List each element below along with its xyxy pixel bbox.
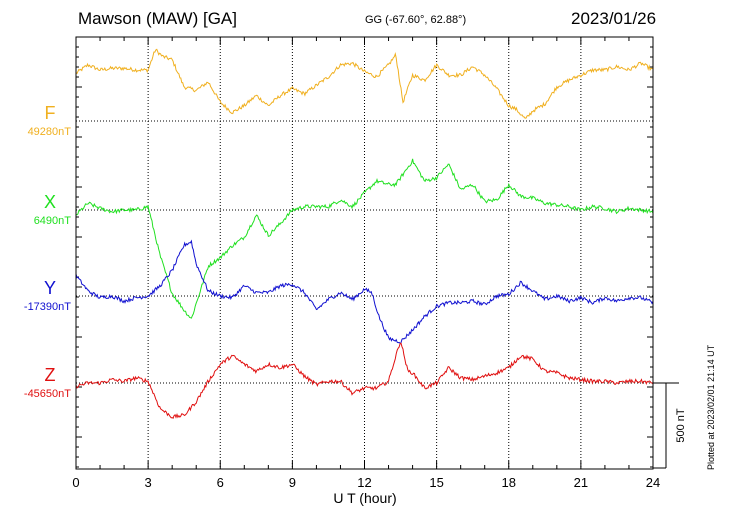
series-name-f: F bbox=[45, 103, 56, 123]
series-line-z bbox=[75, 342, 654, 419]
x-tick-label: 21 bbox=[574, 475, 588, 490]
plot-frame bbox=[75, 36, 654, 470]
x-tick-label: 24 bbox=[646, 475, 660, 490]
series-name-y: Y bbox=[44, 278, 56, 298]
series-baseline-x: 6490nT bbox=[34, 215, 72, 227]
x-tick-labels: 0 3 6 9 12 15 18 21 24 bbox=[72, 475, 660, 490]
series-lines bbox=[75, 48, 654, 419]
series-labels: F 49280nT X 6490nT Y -17390nT Z -45650nT bbox=[24, 103, 71, 400]
chart-grid bbox=[75, 37, 654, 469]
plotted-timestamp: Plotted at 2023/02/01 21:14 UT bbox=[706, 344, 716, 470]
series-line-y bbox=[75, 239, 654, 345]
series-name-x: X bbox=[44, 192, 56, 212]
x-tick-label: 0 bbox=[72, 475, 79, 490]
series-line-x bbox=[75, 158, 654, 319]
x-tick-label: 18 bbox=[502, 475, 516, 490]
series-baseline-y: -17390nT bbox=[24, 301, 71, 313]
scale-bar: 500 nT bbox=[653, 382, 687, 469]
chart-date: 2023/01/26 bbox=[571, 9, 657, 28]
station-title: Mawson (MAW) [GA] bbox=[78, 9, 237, 28]
series-line-f bbox=[75, 48, 654, 119]
scale-bar-label: 500 nT bbox=[675, 408, 687, 443]
series-baseline-z: -45650nT bbox=[24, 388, 71, 400]
x-axis-label: U T (hour) bbox=[333, 490, 396, 506]
series-name-z: Z bbox=[45, 365, 56, 385]
geo-coordinates: GG (-67.60°, 62.88°) bbox=[365, 14, 467, 26]
x-tick-label: 3 bbox=[145, 475, 152, 490]
x-tick-label: 12 bbox=[357, 475, 371, 490]
series-baseline-f: 49280nT bbox=[28, 126, 72, 138]
x-tick-label: 9 bbox=[289, 475, 296, 490]
x-tick-label: 15 bbox=[429, 475, 443, 490]
x-tick-label: 6 bbox=[217, 475, 224, 490]
